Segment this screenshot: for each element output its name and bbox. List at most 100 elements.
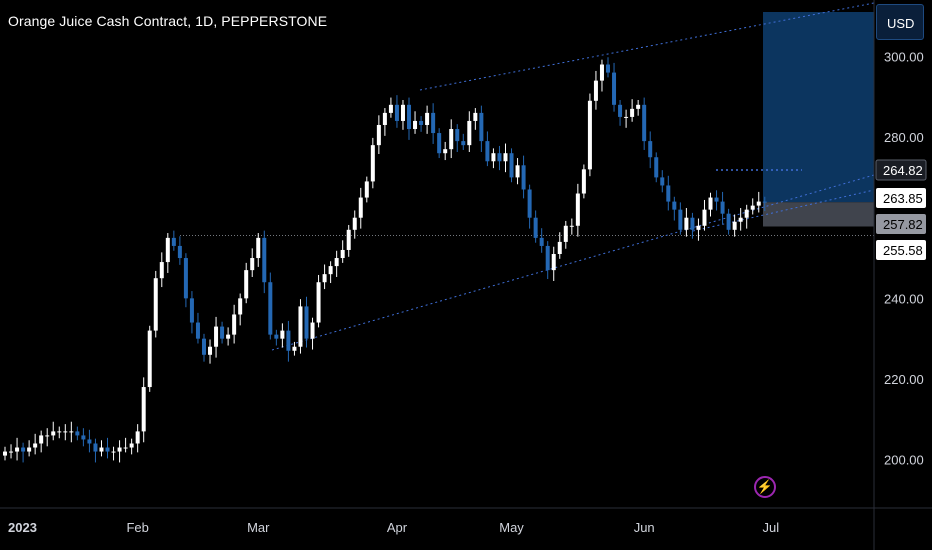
candle-body[interactable] <box>606 64 610 73</box>
candle-body[interactable] <box>135 431 140 444</box>
candle-body[interactable] <box>449 129 454 150</box>
candle-body[interactable] <box>690 217 695 230</box>
candle-body[interactable] <box>521 165 526 190</box>
short-trend-line[interactable] <box>692 189 875 232</box>
candle-body[interactable] <box>539 237 544 246</box>
candle-body[interactable] <box>750 205 755 210</box>
candle-body[interactable] <box>340 249 345 259</box>
candle-body[interactable] <box>497 153 502 162</box>
candle-body[interactable] <box>593 80 598 101</box>
candle-body[interactable] <box>141 387 146 432</box>
candle-body[interactable] <box>636 104 641 109</box>
candle-body[interactable] <box>563 225 568 242</box>
candle-body[interactable] <box>262 237 267 283</box>
candle-body[interactable] <box>491 153 496 162</box>
candle-body[interactable] <box>226 334 231 339</box>
candle-body[interactable] <box>45 435 50 437</box>
candle-body[interactable] <box>316 282 321 323</box>
target-zone[interactable] <box>763 12 874 203</box>
candle-body[interactable] <box>630 108 635 117</box>
candle-body[interactable] <box>624 116 629 118</box>
candle-body[interactable] <box>165 237 170 263</box>
candle-body[interactable] <box>461 141 466 146</box>
candle-body[interactable] <box>111 451 116 453</box>
price-label-box[interactable] <box>876 188 926 208</box>
candle-body[interactable] <box>268 282 273 335</box>
candle-body[interactable] <box>177 245 182 259</box>
candle-body[interactable] <box>479 112 484 142</box>
candle-body[interactable] <box>195 322 200 339</box>
candle-body[interactable] <box>744 209 749 218</box>
candle-body[interactable] <box>738 217 743 222</box>
candle-body[interactable] <box>244 270 249 299</box>
candle-body[interactable] <box>515 165 520 178</box>
candle-body[interactable] <box>171 237 176 246</box>
candle-body[interactable] <box>533 217 538 238</box>
candle-body[interactable] <box>256 237 261 259</box>
stop-zone[interactable] <box>763 202 874 227</box>
candle-body[interactable] <box>509 153 514 178</box>
candle-body[interactable] <box>129 443 134 448</box>
candle-body[interactable] <box>654 157 659 178</box>
candle-body[interactable] <box>370 145 375 182</box>
candle-body[interactable] <box>672 201 677 210</box>
candle-body[interactable] <box>208 346 213 355</box>
candle-body[interactable] <box>545 245 550 271</box>
candle-body[interactable] <box>328 266 333 275</box>
candle-body[interactable] <box>123 447 128 449</box>
candle-body[interactable] <box>81 435 86 440</box>
price-label-box[interactable] <box>875 159 927 181</box>
candle-body[interactable] <box>485 141 490 162</box>
candle-body[interactable] <box>569 225 574 227</box>
candle-body[interactable] <box>346 229 351 250</box>
candle-body[interactable] <box>407 104 412 130</box>
candle-body[interactable] <box>527 189 532 218</box>
candle-body[interactable] <box>183 258 188 299</box>
candle-body[interactable] <box>220 326 225 339</box>
candle-body[interactable] <box>9 451 14 453</box>
candle-body[interactable] <box>376 124 381 146</box>
candle-body[interactable] <box>437 133 442 154</box>
candle-body[interactable] <box>702 209 707 226</box>
candle-body[interactable] <box>322 274 327 283</box>
candle-body[interactable] <box>648 141 653 158</box>
candle-body[interactable] <box>581 169 586 194</box>
candle-body[interactable] <box>274 334 279 339</box>
candle-body[interactable] <box>232 314 237 335</box>
candle-body[interactable] <box>69 431 74 433</box>
candle-body[interactable] <box>250 258 255 271</box>
candle-body[interactable] <box>364 181 369 198</box>
candle-body[interactable] <box>642 104 647 142</box>
candle-body[interactable] <box>756 201 761 206</box>
candle-body[interactable] <box>612 72 617 105</box>
candle-body[interactable] <box>575 193 580 226</box>
candle-body[interactable] <box>27 447 32 452</box>
candle-body[interactable] <box>732 221 737 230</box>
candle-body[interactable] <box>678 209 683 230</box>
candle-body[interactable] <box>214 326 219 347</box>
candle-body[interactable] <box>334 258 339 267</box>
candle-body[interactable] <box>99 447 104 452</box>
candle-body[interactable] <box>280 330 285 339</box>
candle-body[interactable] <box>75 431 80 436</box>
candle-body[interactable] <box>696 225 701 230</box>
candle-body[interactable] <box>660 177 665 186</box>
candle-body[interactable] <box>3 451 7 456</box>
candle-body[interactable] <box>400 104 405 121</box>
candle-body[interactable] <box>587 100 592 170</box>
candle-body[interactable] <box>15 447 20 452</box>
candle-body[interactable] <box>443 149 448 154</box>
candle-body[interactable] <box>201 338 206 355</box>
candle-body[interactable] <box>238 298 243 315</box>
candle-body[interactable] <box>720 201 725 214</box>
candle-body[interactable] <box>419 120 424 125</box>
candle-body[interactable] <box>87 439 92 444</box>
candle-body[interactable] <box>431 112 436 134</box>
candle-body[interactable] <box>21 447 26 452</box>
candle-body[interactable] <box>304 306 309 339</box>
candle-body[interactable] <box>714 197 719 202</box>
candle-body[interactable] <box>455 129 460 142</box>
price-label-box[interactable] <box>876 214 926 234</box>
candle-body[interactable] <box>618 104 623 117</box>
